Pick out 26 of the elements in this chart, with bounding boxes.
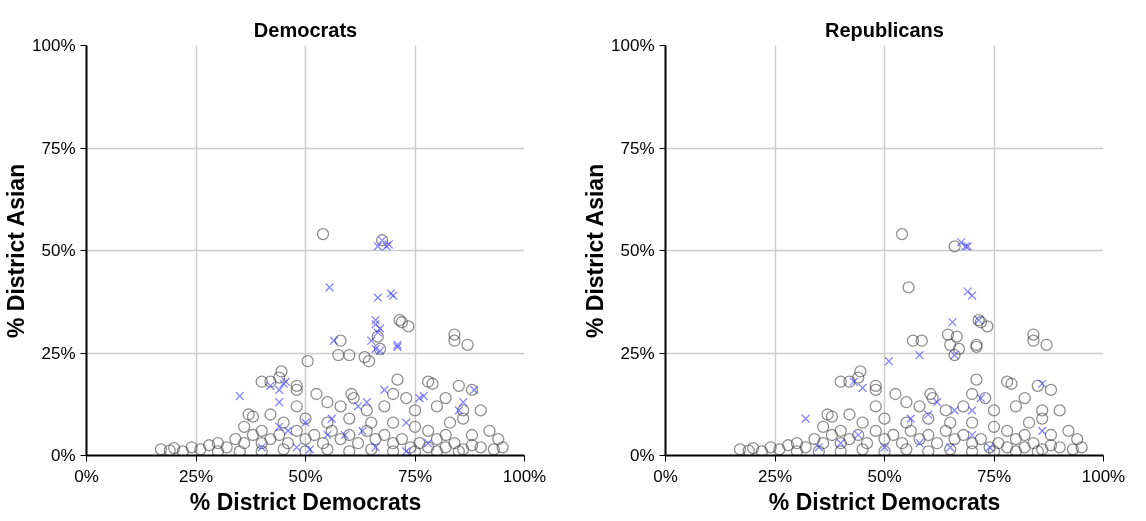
y-tick-label: 100% <box>32 36 76 55</box>
y-axis-title: % District Asian <box>3 163 30 339</box>
x-tick-label: 0% <box>653 466 678 486</box>
y-tick-label: 25% <box>41 343 76 363</box>
x-tick-label: 100% <box>502 466 547 486</box>
y-tick-label: 100% <box>611 36 655 55</box>
y-tick-label: 50% <box>620 241 655 260</box>
x-tick-label: 0% <box>74 466 99 486</box>
chart-title: Democrats <box>253 18 358 41</box>
x-axis-title: % District Democrats <box>189 488 422 515</box>
y-tick-label: 75% <box>620 138 655 158</box>
x-tick-label: 100% <box>1081 466 1126 486</box>
x-tick-label: 50% <box>867 466 902 486</box>
y-tick-label: 25% <box>620 343 655 363</box>
chart-title: Republicans <box>825 18 944 41</box>
x-tick-label: 50% <box>288 466 323 486</box>
y-axis-title: % District Asian <box>582 163 609 339</box>
y-tick-label: 0% <box>50 446 76 465</box>
x-tick-label: 75% <box>397 466 433 486</box>
y-tick-label: 0% <box>629 446 655 465</box>
x-axis-title: % District Democrats <box>768 488 1001 515</box>
x-tick-label: 25% <box>757 466 793 486</box>
x-tick-label: 25% <box>178 466 214 486</box>
y-tick-label: 50% <box>41 241 76 260</box>
y-tick-label: 75% <box>41 138 76 158</box>
x-tick-label: 75% <box>976 466 1012 486</box>
